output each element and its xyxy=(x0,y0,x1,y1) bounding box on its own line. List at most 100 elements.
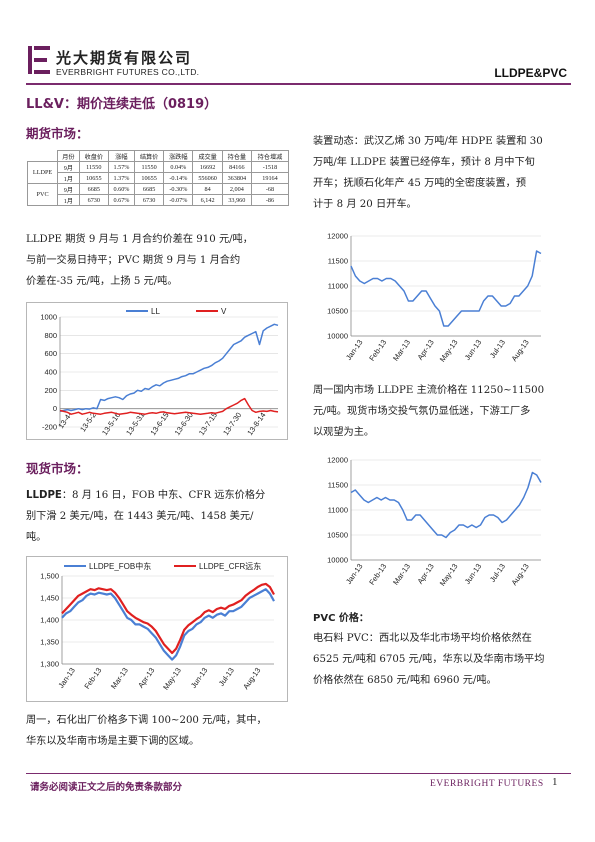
table-cell: 11550 xyxy=(133,161,165,173)
table-cell: 6685 xyxy=(133,183,165,195)
table-cell: 10655 xyxy=(133,172,165,184)
x-tick-label: Jun-13 xyxy=(189,666,210,690)
table-cell: -0.30% xyxy=(163,183,194,195)
y-tick-label: 11000 xyxy=(328,282,348,291)
text-line: 价格依然在 6850 元/吨和 6960 元/吨。 xyxy=(313,675,497,686)
table-cell: 0.67% xyxy=(107,194,135,206)
series-line xyxy=(350,471,542,539)
table-header-cell: 成交量 xyxy=(192,150,223,162)
x-tick-label: May-13 xyxy=(161,666,183,692)
page-number: 1 xyxy=(552,776,558,788)
table-cell: -68 xyxy=(250,183,290,195)
table-cell: 1.37% xyxy=(107,172,135,184)
x-tick-label: 13-8-14 xyxy=(245,411,267,437)
table-cell: 11550 xyxy=(78,161,109,173)
text-line: 万吨/年 LLDPE 装置已经停车，预计 8 月中下旬 xyxy=(313,157,535,168)
x-tick-label: Jan-13 xyxy=(56,666,77,690)
company-name-cn: 光大期货有限公司 xyxy=(56,49,193,67)
table-corner xyxy=(27,150,59,162)
company-name-en: EVERBRIGHT FUTURES CO.,LTD. xyxy=(56,67,200,77)
y-tick-label: -200 xyxy=(42,423,57,432)
table-cell: 0.04% xyxy=(163,161,194,173)
spot-paragraph-2: 周一，石化出厂价格多下调 100~200 元/吨，其中， 华东以及华南市场是主要… xyxy=(26,710,301,752)
y-tick-label: 10500 xyxy=(327,531,348,540)
table-cell: 10655 xyxy=(78,172,109,184)
futures-paragraph: LLDPE 期货 9 月与 1 月合约价差在 910 元/吨， 与前一交易日持平… xyxy=(26,229,296,292)
y-tick-label: 1,500 xyxy=(40,572,59,581)
x-tick-label: Jun-13 xyxy=(463,338,484,362)
y-tick-label: 1,400 xyxy=(40,616,59,625)
legend-label: LLDPE_CFR远东 xyxy=(199,561,261,571)
section-futures-heading: 期货市场： xyxy=(26,126,89,141)
series-line xyxy=(59,397,279,415)
table-group-label: LLDPE xyxy=(26,161,59,184)
chart-frame xyxy=(26,302,288,440)
chart-frame xyxy=(26,556,288,702)
text-line: 电石料 PVC：西北以及华北市场平均价格依然在 xyxy=(313,633,532,644)
x-tick-label: Jan-13 xyxy=(344,338,365,362)
table-row: 1月 10655 1.37% 10655 -0.14% 556060 36380… xyxy=(28,172,290,184)
text-line: 价差在-35 元/吨，上扬 5 元/吨。 xyxy=(26,276,178,287)
table-row: 1月 6730 0.67% 6730 -0.07% 6,142 33,960 -… xyxy=(28,194,290,206)
text-line: 华东以及华南市场是主要下调的区域。 xyxy=(26,736,200,747)
footer-brand: EVERBRIGHT FUTURES xyxy=(430,779,544,789)
table-header-row: 月份 收盘价 涨幅 结算价 涨跌幅 成交量 持仓量 持仓增减 xyxy=(27,150,290,162)
text-line: LLDPE：8 月 16 日，FOB 中东、CFR 远东价格分 xyxy=(26,485,296,506)
table-header-cell: 月份 xyxy=(57,150,80,162)
x-tick-label: 13-7-30 xyxy=(221,411,243,437)
y-tick-label: 600 xyxy=(44,349,57,358)
text-line: 吨。 xyxy=(26,532,47,543)
x-tick-label: Feb-13 xyxy=(367,338,388,363)
x-tick-label: Jul-13 xyxy=(488,338,507,360)
table-cell: 6,142 xyxy=(192,194,223,206)
x-tick-label: Apr-13 xyxy=(415,562,435,586)
table-cell: -86 xyxy=(250,194,290,206)
y-tick-label: 11500 xyxy=(328,257,348,266)
week-paragraph: 周一国内市场 LLDPE 主流价格在 11250~11500 元/吨。现货市场交… xyxy=(313,380,575,443)
lldpe-label: LLDPE xyxy=(26,490,62,501)
table-header-cell: 涨跌幅 xyxy=(163,150,194,162)
table-cell: -0.07% xyxy=(163,194,194,206)
table-header-cell: 涨幅 xyxy=(107,150,135,162)
company-logo-icon xyxy=(28,46,50,74)
table-cell: 16692 xyxy=(192,161,223,173)
y-tick-label: 11000 xyxy=(328,506,348,515)
x-tick-label: 13-6-15 xyxy=(148,411,170,437)
table-row: PVC 9月 6685 0.60% 6685 -0.30% 84 2,004 -… xyxy=(26,183,290,206)
x-tick-label: May-13 xyxy=(438,562,460,588)
table-cell: 2,004 xyxy=(221,183,252,195)
x-tick-label: Mar-13 xyxy=(391,562,412,587)
series-line xyxy=(61,582,275,655)
footer-divider xyxy=(26,773,571,775)
y-tick-label: 1,350 xyxy=(40,638,59,647)
table-cell: 84 xyxy=(192,183,223,195)
table-cell: 33,960 xyxy=(221,194,252,206)
y-tick-label: 12000 xyxy=(327,456,348,465)
series-line xyxy=(61,588,275,661)
pvc-paragraph: 电石料 PVC：西北以及华北市场平均价格依然在 6525 元/吨和 6705 元… xyxy=(313,628,575,691)
y-tick-label: 1,450 xyxy=(40,594,59,603)
table-row: LLDPE 9月 11550 1.57% 11550 0.04% 16692 8… xyxy=(26,161,290,184)
y-tick-label: 1,300 xyxy=(40,660,59,669)
text-line: 周一国内市场 LLDPE 主流价格在 11250~11500 xyxy=(313,385,545,396)
table-cell: 84166 xyxy=(221,161,252,173)
table-cell: 9月 xyxy=(57,161,80,173)
x-tick-label: Aug-13 xyxy=(510,562,531,587)
table-header-cell: 结算价 xyxy=(133,150,165,162)
device-paragraph: 装置动态：武汉乙烯 30 万吨/年 HDPE 装置和 30 万吨/年 LLDPE… xyxy=(313,131,575,215)
y-tick-label: 0 xyxy=(53,404,57,413)
table-cell: 6730 xyxy=(78,194,109,206)
text-line: 元/吨。现货市场交投气氛仍显低迷，下游工厂多 xyxy=(313,406,531,417)
text-line: LLDPE 期货 9 月与 1 月合约价差在 910 元/吨， xyxy=(26,234,253,245)
futures-table: 月份 收盘价 涨幅 结算价 涨跌幅 成交量 持仓量 持仓增减 LLDPE 9月 … xyxy=(26,150,290,206)
header-divider xyxy=(26,83,571,85)
text-line: 周一，石化出厂价格多下调 100~200 元/吨，其中， xyxy=(26,715,267,726)
text-line: 计于 8 月 20 日开车。 xyxy=(313,199,417,210)
legend-label: V xyxy=(221,307,227,316)
y-tick-label: 400 xyxy=(44,368,57,377)
series-line xyxy=(350,250,542,327)
x-tick-label: Mar-13 xyxy=(391,338,412,363)
table-cell: 6730 xyxy=(133,194,165,206)
y-tick-label: 12000 xyxy=(327,232,348,241)
